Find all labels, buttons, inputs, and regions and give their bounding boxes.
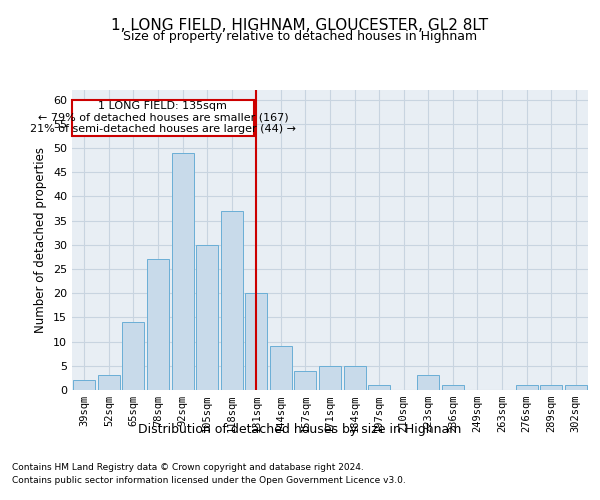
Bar: [540, 385, 562, 390]
Bar: [221, 211, 243, 390]
Bar: [368, 385, 390, 390]
Text: Contains public sector information licensed under the Open Government Licence v3: Contains public sector information licen…: [12, 476, 406, 485]
Bar: [147, 260, 169, 390]
Bar: [172, 153, 194, 390]
Text: 1, LONG FIELD, HIGHNAM, GLOUCESTER, GL2 8LT: 1, LONG FIELD, HIGHNAM, GLOUCESTER, GL2 …: [112, 18, 488, 32]
Bar: [442, 385, 464, 390]
Text: Contains HM Land Registry data © Crown copyright and database right 2024.: Contains HM Land Registry data © Crown c…: [12, 464, 364, 472]
Bar: [270, 346, 292, 390]
Y-axis label: Number of detached properties: Number of detached properties: [34, 147, 47, 333]
Text: Size of property relative to detached houses in Highnam: Size of property relative to detached ho…: [123, 30, 477, 43]
Bar: [565, 385, 587, 390]
Bar: [245, 293, 268, 390]
Bar: [417, 376, 439, 390]
Bar: [73, 380, 95, 390]
Text: Distribution of detached houses by size in Highnam: Distribution of detached houses by size …: [139, 422, 461, 436]
Bar: [344, 366, 365, 390]
Bar: [515, 385, 538, 390]
Bar: [98, 376, 120, 390]
Bar: [122, 322, 145, 390]
Bar: [319, 366, 341, 390]
Bar: [196, 245, 218, 390]
Bar: [295, 370, 316, 390]
Text: 1 LONG FIELD: 135sqm
← 79% of detached houses are smaller (167)
21% of semi-deta: 1 LONG FIELD: 135sqm ← 79% of detached h…: [30, 101, 296, 134]
FancyBboxPatch shape: [72, 100, 254, 136]
